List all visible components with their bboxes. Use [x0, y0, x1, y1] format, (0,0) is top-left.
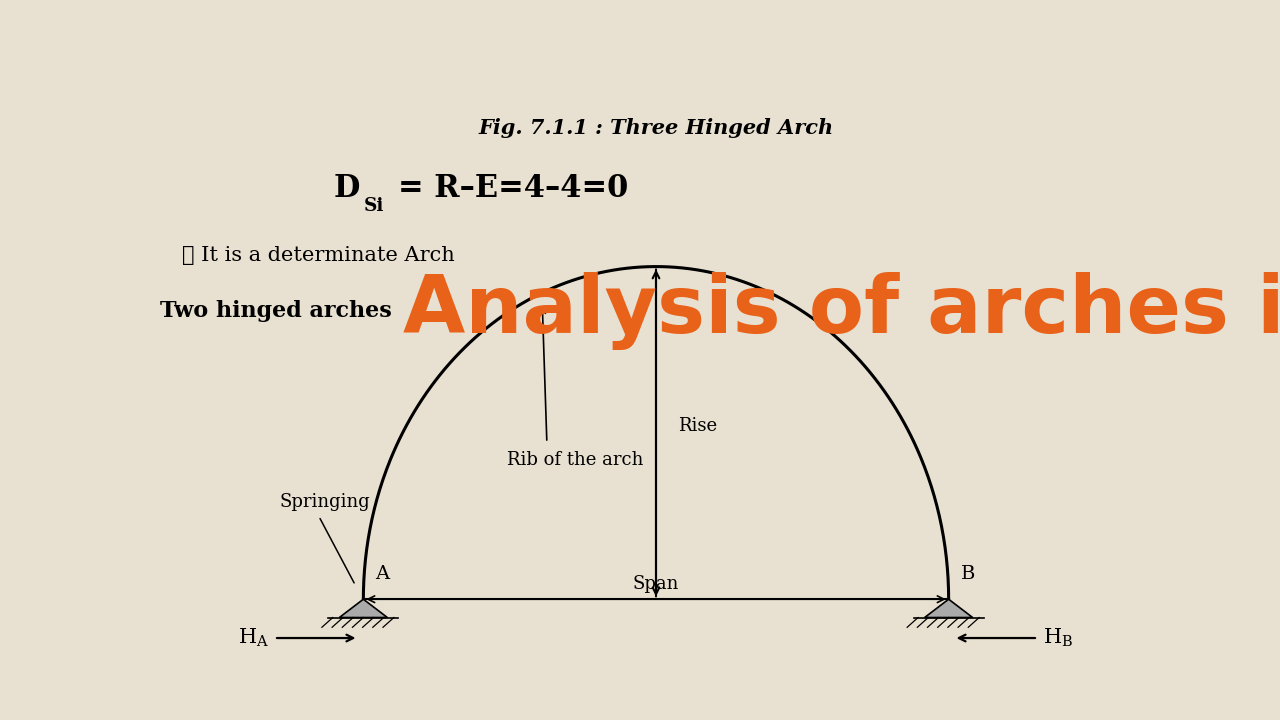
- Text: D: D: [334, 174, 360, 204]
- Text: Rise: Rise: [678, 418, 717, 436]
- Text: = R–E=4–4=0: = R–E=4–4=0: [398, 174, 628, 204]
- Text: Si: Si: [364, 197, 384, 215]
- Text: Rib of the arch: Rib of the arch: [507, 451, 644, 469]
- Text: B: B: [960, 564, 975, 582]
- Text: ∴ It is a determinate Arch: ∴ It is a determinate Arch: [182, 246, 454, 265]
- Text: Span: Span: [632, 575, 680, 593]
- Text: $\mathregular{H_B}$: $\mathregular{H_B}$: [1043, 627, 1073, 649]
- Text: A: A: [375, 564, 389, 582]
- Polygon shape: [339, 599, 388, 618]
- Text: Springing: Springing: [279, 492, 370, 510]
- Text: $\mathregular{H_A}$: $\mathregular{H_A}$: [238, 627, 269, 649]
- Text: Analysis of arches in simple way: Analysis of arches in simple way: [403, 272, 1280, 350]
- Text: Fig. 7.1.1 : Three Hinged Arch: Fig. 7.1.1 : Three Hinged Arch: [479, 118, 833, 138]
- Text: Two hinged arches: Two hinged arches: [160, 300, 392, 322]
- Polygon shape: [924, 599, 973, 618]
